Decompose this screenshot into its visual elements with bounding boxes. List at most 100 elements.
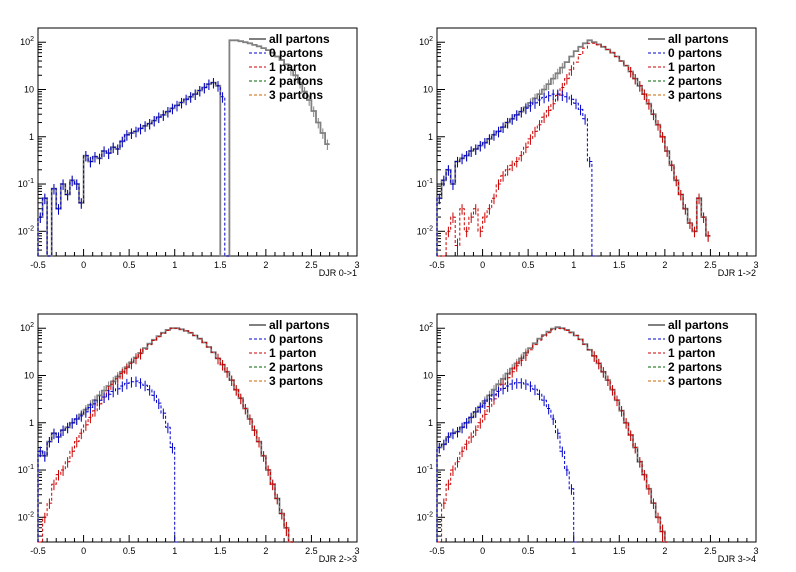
x-axis-title: DJR 2->3: [319, 554, 357, 564]
legend-label: 2 partons: [668, 360, 722, 374]
series-0-partons: [436, 382, 579, 543]
x-tick-label: 1: [571, 260, 576, 270]
y-tick-label: 1: [428, 418, 433, 428]
legend-label: 1 parton: [269, 346, 316, 360]
x-tick-label: 1: [571, 546, 576, 556]
y-tick-label: 10-1: [417, 178, 433, 189]
y-tick-label: 10-1: [18, 178, 34, 189]
x-tick-label: 3: [753, 260, 758, 270]
x-tick-label: 0.5: [522, 260, 535, 270]
x-tick-label: 2: [263, 546, 268, 556]
x-tick-label: 0: [81, 260, 86, 270]
y-tick-label: 10-1: [18, 464, 34, 475]
x-tick-label: 2.5: [305, 260, 318, 270]
legend-label: 3 partons: [269, 88, 323, 102]
y-axis: 10-2 10-1 1 10 102: [417, 313, 445, 543]
x-tick-label: 3: [753, 546, 758, 556]
x-tick-label: 1.5: [214, 546, 227, 556]
x-axis-title: DJR 1->2: [718, 268, 756, 278]
y-tick-label: 10: [24, 370, 34, 380]
legend-label: 0 partons: [668, 46, 722, 60]
legend-label: 0 partons: [269, 332, 323, 346]
series-1-parton: [38, 327, 294, 543]
x-tick-label: 0: [480, 546, 485, 556]
x-axis: -0.5 0 0.5 1 1.5 2 2.5 3: [429, 535, 759, 556]
y-tick-label: 10-2: [18, 511, 34, 522]
legend-label: 3 partons: [668, 88, 722, 102]
y-axis: 10-2 10-1 1 10 102: [18, 313, 46, 543]
x-tick-label: 1: [172, 546, 177, 556]
series-0-partons: [37, 380, 180, 543]
series-1-parton: [437, 327, 670, 543]
x-tick-label: 2: [662, 260, 667, 270]
y-tick-label: 10-2: [417, 225, 433, 236]
y-tick-label: 102: [20, 322, 34, 333]
x-axis-title: DJR 0->1: [319, 268, 357, 278]
x-axis: -0.5 0 0.5 1 1.5 2 2.5 3: [429, 249, 759, 270]
legend-label: 2 partons: [269, 360, 323, 374]
legend-label: 1 parton: [269, 60, 316, 74]
x-tick-label: 3: [354, 260, 359, 270]
x-tick-label: 1: [172, 260, 177, 270]
x-tick-label: -0.5: [30, 546, 46, 556]
legend-label: 0 partons: [269, 46, 323, 60]
legend-label: all partons: [668, 32, 729, 46]
x-axis: -0.5 0 0.5 1 1.5 2 2.5 3: [30, 535, 360, 556]
y-tick-label: 10-2: [18, 225, 34, 236]
y-tick-label: 10-2: [417, 511, 433, 522]
x-tick-label: 3: [354, 546, 359, 556]
y-tick-label: 10-1: [417, 464, 433, 475]
y-tick-label: 1: [29, 132, 34, 142]
x-tick-label: 2.5: [704, 546, 717, 556]
x-tick-label: 1.5: [613, 260, 626, 270]
y-tick-label: 102: [419, 322, 433, 333]
y-tick-label: 10: [423, 84, 433, 94]
y-tick-label: 1: [428, 132, 433, 142]
x-tick-label: -0.5: [30, 260, 46, 270]
plot-frame: [37, 313, 358, 543]
y-axis: 10-2 10-1 1 10 102: [417, 27, 445, 257]
y-tick-label: 10: [24, 84, 34, 94]
legend-label: 2 partons: [269, 74, 323, 88]
x-tick-label: 0: [81, 546, 86, 556]
legend-label: all partons: [668, 318, 729, 332]
x-axis: -0.5 0 0.5 1 1.5 2 2.5 3: [30, 249, 360, 270]
x-tick-label: -0.5: [429, 260, 445, 270]
series-all-partons: [436, 326, 670, 543]
plot-frame: [37, 27, 358, 257]
legend-label: 0 partons: [668, 332, 722, 346]
x-tick-label: 0.5: [522, 546, 535, 556]
x-tick-label: 0: [480, 260, 485, 270]
legend-label: 3 partons: [668, 374, 722, 388]
y-tick-label: 1: [29, 418, 34, 428]
legend-label: 1 parton: [668, 60, 715, 74]
x-tick-label: -0.5: [429, 546, 445, 556]
series-0-partons: [37, 82, 230, 257]
legend-label: all partons: [269, 32, 330, 46]
legend-label: 3 partons: [269, 374, 323, 388]
plot-frame: [436, 313, 757, 543]
x-tick-label: 1.5: [613, 546, 626, 556]
x-tick-label: 0.5: [123, 546, 136, 556]
x-tick-label: 2: [263, 260, 268, 270]
x-tick-label: 2.5: [704, 260, 717, 270]
x-tick-label: 2: [662, 546, 667, 556]
y-tick-label: 10: [423, 370, 433, 380]
legend-label: all partons: [269, 318, 330, 332]
x-tick-label: 1.5: [214, 260, 227, 270]
y-tick-label: 102: [20, 36, 34, 47]
legend-label: 1 parton: [668, 346, 715, 360]
legend-label: 2 partons: [668, 74, 722, 88]
x-tick-label: 0.5: [123, 260, 136, 270]
y-axis: 10-2 10-1 1 10 102: [18, 27, 46, 257]
x-tick-label: 2.5: [305, 546, 318, 556]
